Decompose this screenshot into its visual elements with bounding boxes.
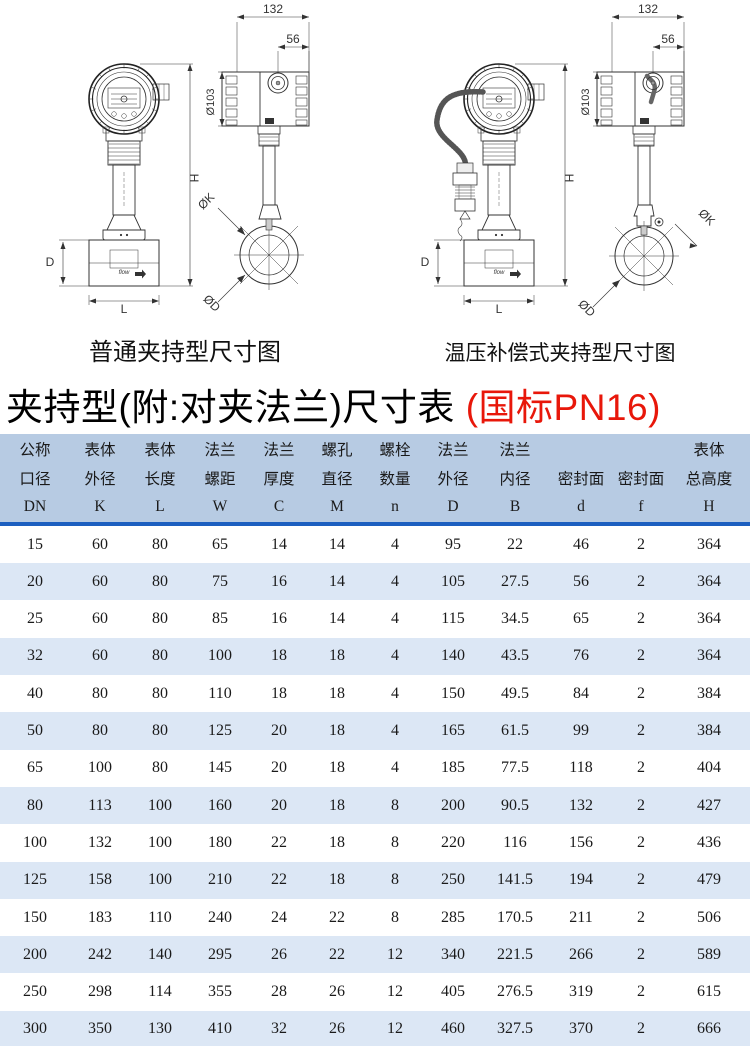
svg-text:56: 56 <box>286 32 300 46</box>
svg-text:L: L <box>121 302 128 316</box>
svg-text:ØD: ØD <box>201 292 224 315</box>
svg-text:ØK: ØK <box>696 206 718 228</box>
svg-text:D: D <box>421 255 430 269</box>
svg-text:H: H <box>562 174 576 183</box>
svg-text:D: D <box>46 255 55 269</box>
svg-text:温压补偿式夹持型尺寸图: 温压补偿式夹持型尺寸图 <box>445 342 676 365</box>
svg-text:L: L <box>496 302 503 316</box>
svg-text:56: 56 <box>661 32 675 46</box>
svg-text:ØK: ØK <box>195 190 217 212</box>
svg-text:H: H <box>187 174 201 183</box>
svg-text:普通夹持型尺寸图: 普通夹持型尺寸图 <box>89 339 281 366</box>
svg-text:flow: flow <box>119 270 130 276</box>
svg-text:132: 132 <box>263 2 283 16</box>
svg-text:132: 132 <box>638 2 658 16</box>
svg-text:flow: flow <box>494 270 505 276</box>
svg-text:Ø103: Ø103 <box>205 89 217 116</box>
svg-text:Ø103: Ø103 <box>580 89 592 116</box>
svg-text:ØD: ØD <box>576 297 599 320</box>
